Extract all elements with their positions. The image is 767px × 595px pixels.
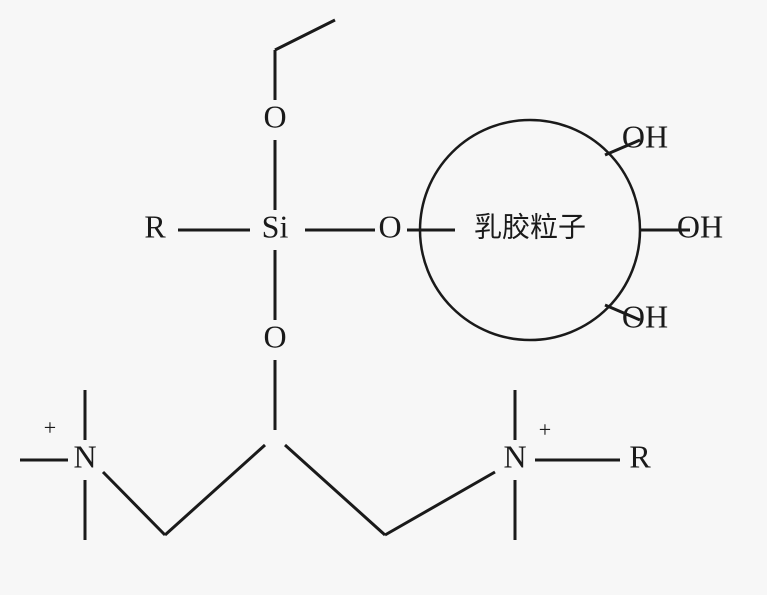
bond-16 (285, 445, 385, 535)
charge-plus-1: + (539, 417, 551, 442)
latex-particle-label: 乳胶粒子 (474, 211, 586, 243)
atom-N_left: N (73, 438, 96, 474)
atom-Si: Si (262, 208, 289, 244)
bond-17 (385, 472, 495, 535)
atom-R_left: R (144, 208, 166, 244)
bond-14 (103, 472, 165, 535)
bond-5 (275, 20, 335, 50)
bond-15 (165, 445, 265, 535)
charge-plus-0: + (44, 415, 56, 440)
atom-O_bottom: O (263, 318, 286, 354)
atom-R_right: R (629, 438, 651, 474)
atom-O_right: O (378, 208, 401, 244)
atom-OH3: OH (622, 298, 668, 334)
atom-OH2: OH (677, 208, 723, 244)
atom-OH1: OH (622, 118, 668, 154)
atom-N_right: N (503, 438, 526, 474)
chemical-structure: RSiOOOOHOHOHNNR乳胶粒子 ++ (0, 0, 767, 595)
charges-layer: ++ (44, 415, 551, 442)
bonds-layer (20, 20, 690, 540)
atom-O_top: O (263, 98, 286, 134)
